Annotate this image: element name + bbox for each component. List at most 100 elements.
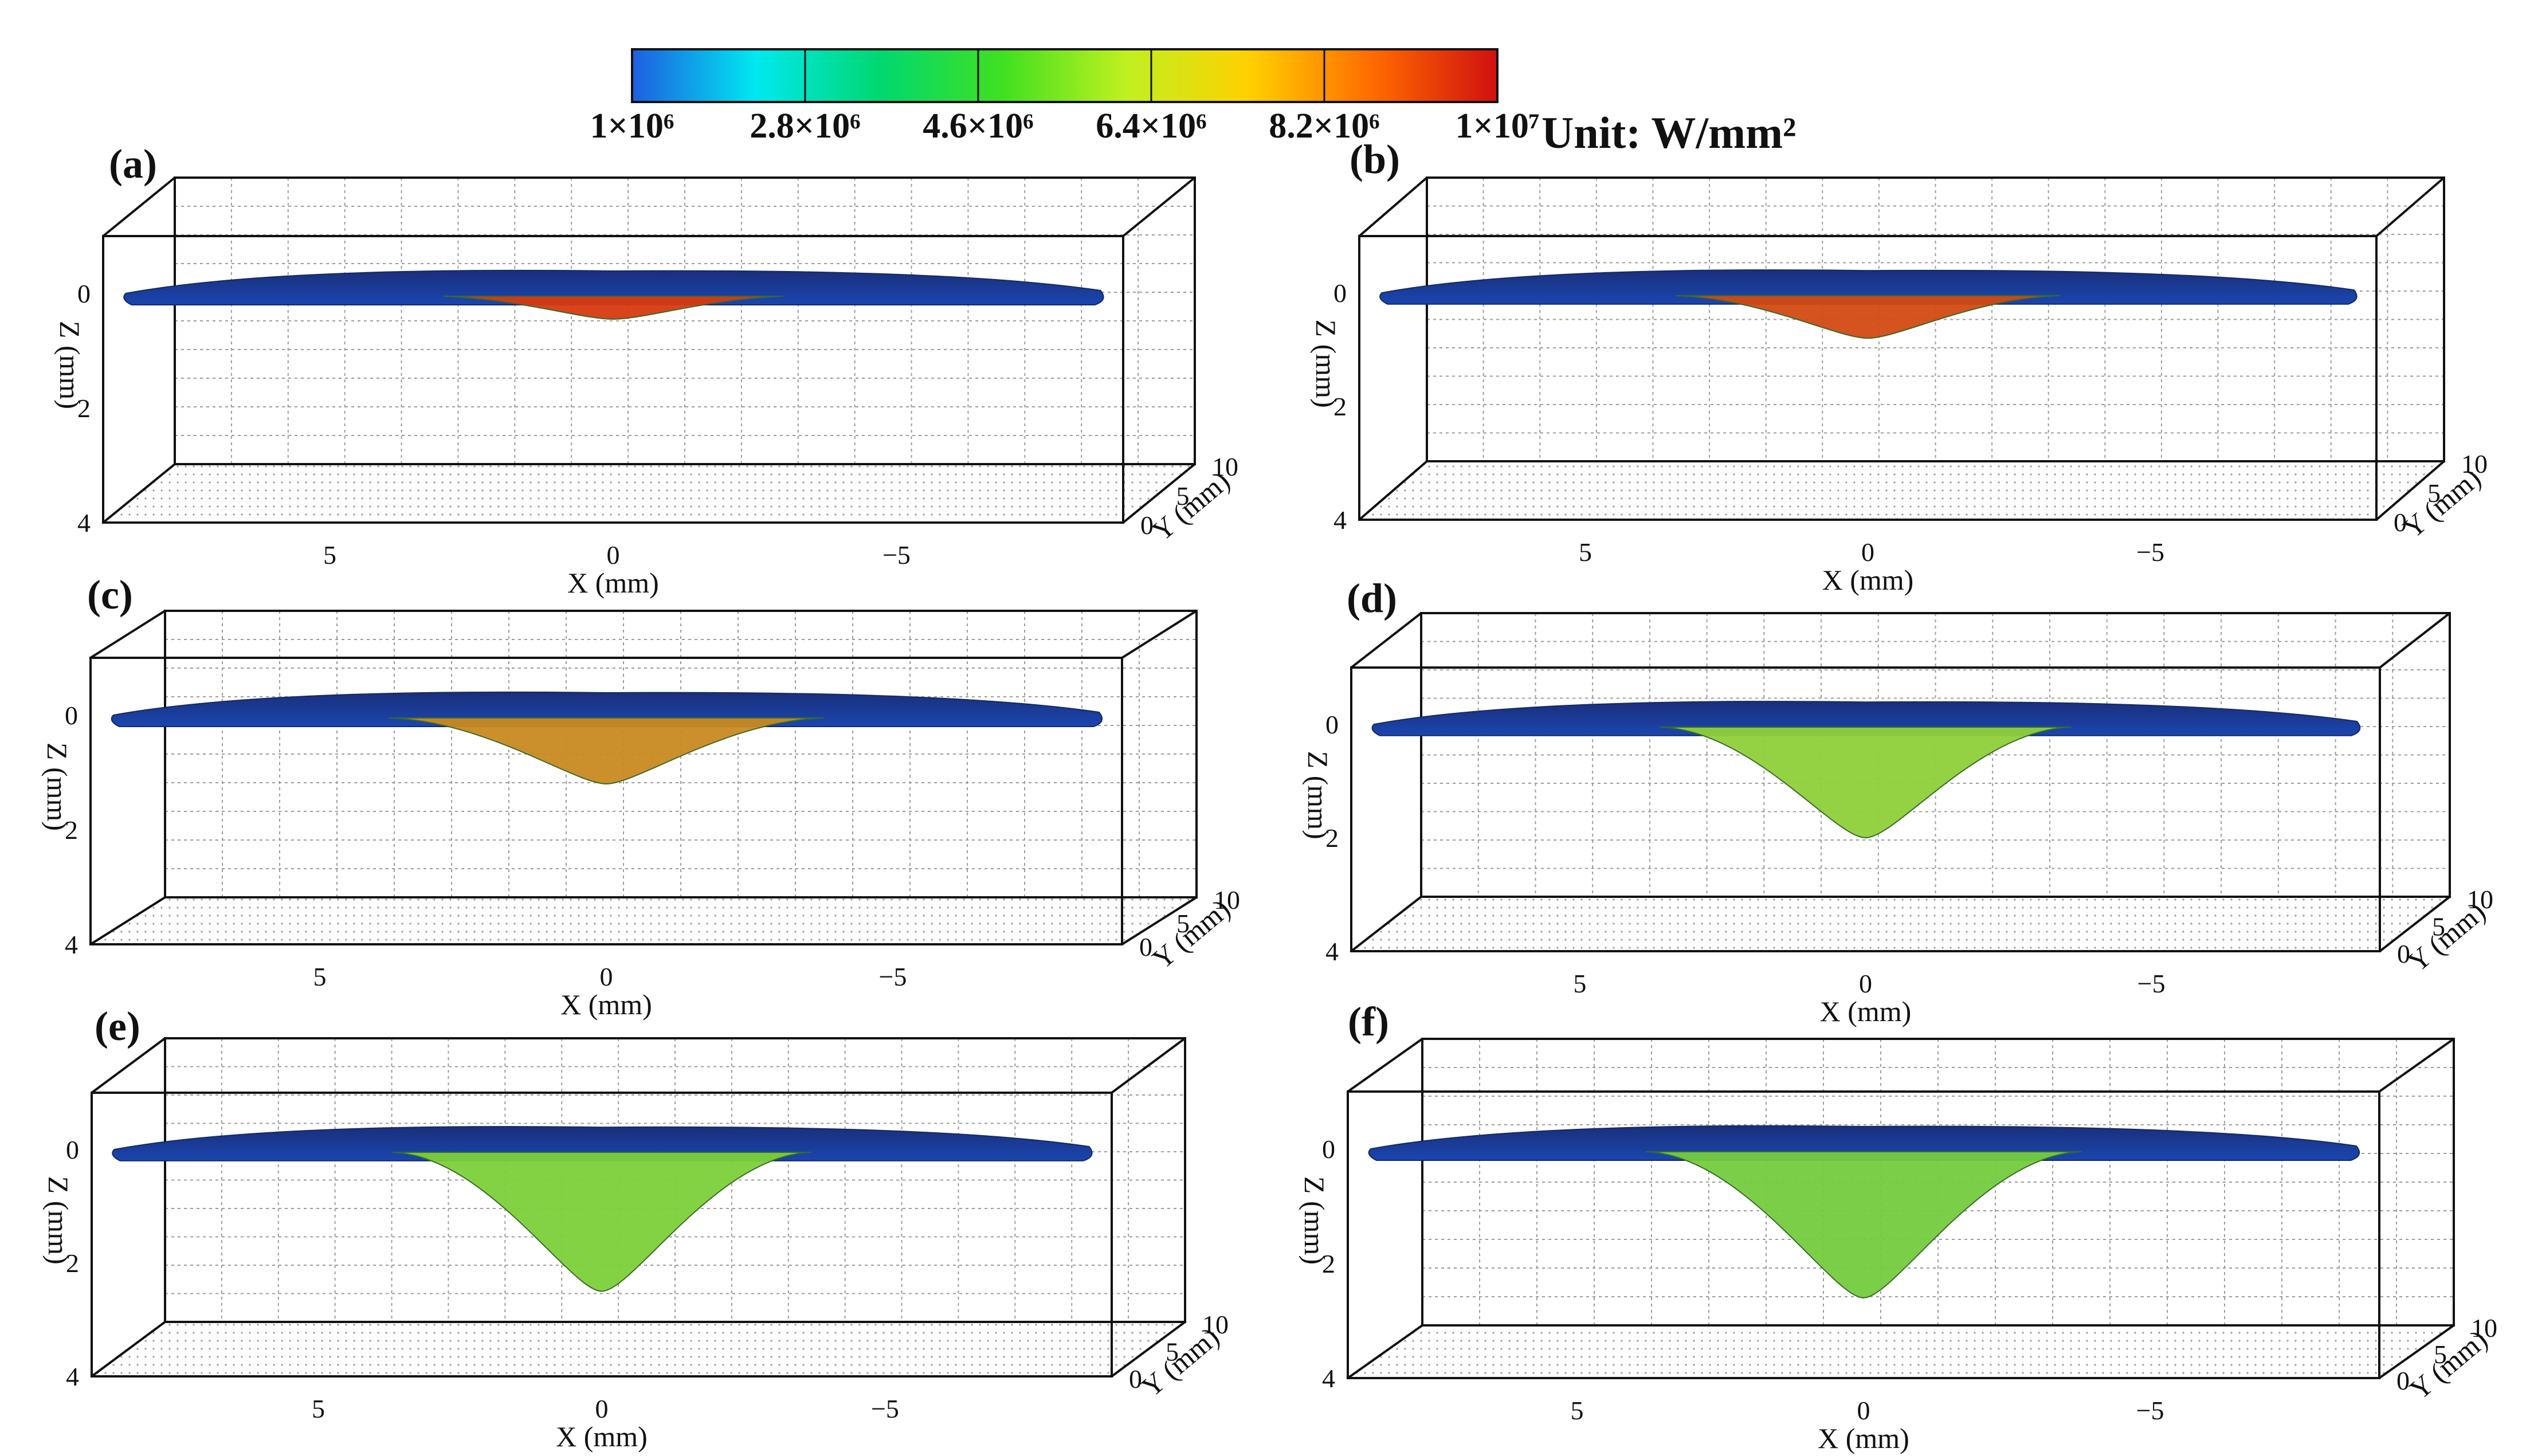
z-tick: 4 [1322, 1364, 1335, 1393]
y-tick: 0 [1139, 932, 1152, 961]
z-axis-title: Z (mm) [54, 321, 86, 409]
y-tick: 0 [1129, 1364, 1142, 1394]
panel-depth-edge [1347, 1038, 1423, 1093]
panel-depth-edge [1121, 896, 1198, 945]
keyhole-melt-pool [392, 1151, 811, 1292]
z-tick: 4 [1325, 937, 1339, 966]
x-tick: 5 [312, 1394, 325, 1423]
panel-label: (e) [95, 1003, 140, 1049]
panel-depth-edge [1111, 1321, 1186, 1377]
y-tick: 10 [2467, 885, 2493, 914]
z-tick: 2 [77, 394, 91, 423]
x-axis-title: X (mm) [556, 1420, 648, 1453]
z-tick: 4 [66, 1362, 79, 1391]
x-axis-title: X (mm) [567, 567, 659, 599]
x-tick: −5 [871, 1394, 899, 1423]
keyhole-melt-pool [443, 296, 783, 320]
x-axis-title: X (mm) [1820, 995, 1912, 1027]
x-axis-title: X (mm) [1818, 1422, 1909, 1454]
panel-label: (a) [109, 141, 157, 187]
z-axis-title: Z (mm) [42, 1176, 74, 1265]
panel-depth-edge [2379, 612, 2451, 669]
colorbar-tick-5: 1×10⁷ [1456, 107, 1540, 146]
panel-frame [102, 176, 1196, 524]
panel-back-edge [1420, 612, 2451, 898]
y-tick: 0 [2397, 939, 2410, 968]
panel-depth-edge [1121, 610, 1198, 659]
keyhole-surface [1368, 1125, 2360, 1161]
keyhole-surface [123, 269, 1104, 305]
panel-frame [1347, 1038, 2455, 1379]
x-tick: 0 [1861, 537, 1874, 567]
y-tick: 0 [1140, 511, 1154, 540]
z-tick: 2 [1322, 1249, 1335, 1278]
z-axis-title: Z (mm) [1302, 751, 1334, 839]
keyhole-surface [1371, 701, 2361, 736]
panel-floor [88, 897, 1199, 945]
panel-label: (c) [87, 572, 133, 618]
keyhole-surface [1379, 269, 2358, 305]
x-tick: 5 [1573, 969, 1586, 998]
panel-floor [1350, 896, 2451, 952]
z-tick: 0 [1322, 1135, 1335, 1164]
panel-back-edge [164, 610, 1198, 898]
z-tick: 0 [66, 1135, 79, 1164]
panel-depth-edge [91, 1321, 166, 1377]
z-tick: 4 [65, 930, 78, 959]
x-tick: 0 [600, 962, 613, 991]
panel-depth-edge [89, 896, 166, 945]
panel-frame [1350, 612, 2451, 952]
panel-front-edge [1347, 1090, 2380, 1379]
panel-label: (b) [1350, 136, 1400, 182]
panel-front-edge [102, 235, 1124, 524]
panel-depth-edge [1358, 460, 1428, 521]
panel-floor [89, 1321, 1187, 1377]
colorbar-tick-3: 6.4×10⁶ [1096, 107, 1206, 146]
colorbar-tick-2: 4.6×10⁶ [923, 107, 1033, 146]
z-tick: 0 [1333, 278, 1347, 308]
x-tick: −5 [879, 962, 907, 991]
z-tick: 0 [65, 701, 78, 730]
keyhole-melt-pool [1660, 726, 2072, 839]
x-tick: 0 [607, 540, 620, 570]
x-tick: 5 [1571, 1396, 1584, 1425]
z-axis-title: Z (mm) [1310, 320, 1342, 408]
panel-frame [1358, 176, 2445, 521]
y-tick: 5 [1176, 909, 1190, 938]
y-tick: 10 [1212, 452, 1238, 481]
y-tick: 5 [2432, 912, 2445, 941]
y-tick: 10 [1214, 885, 1240, 915]
panel-back-edge [1426, 176, 2445, 462]
panel-front-edge [91, 1092, 1113, 1377]
panel-frame [89, 610, 1198, 945]
x-tick: −5 [2136, 1396, 2164, 1425]
keyhole-melt-pool [1676, 295, 2060, 339]
panel-front-edge [1350, 666, 2381, 952]
z-tick: 2 [1333, 392, 1347, 421]
panel-depth-edge [1350, 612, 1422, 669]
panel-floor [1346, 1325, 2456, 1379]
panel-depth-edge [1347, 1324, 1423, 1379]
panel-back-edge [174, 176, 1196, 465]
y-tick: 5 [1166, 1337, 1179, 1367]
y-tick: 10 [1202, 1310, 1229, 1339]
colorbar-tick-1: 2.8×10⁶ [750, 107, 860, 146]
colorbar: 1×10⁶ 2.8×10⁶ 4.6×10⁶ 6.4×10⁶ 8.2×10⁶ 1×… [590, 48, 1796, 158]
x-tick: 0 [1859, 969, 1872, 998]
panel-floor [1358, 461, 2446, 520]
panel-depth-edge [2378, 1324, 2455, 1379]
colorbar-dividers [804, 49, 1325, 102]
y-tick: 5 [1176, 481, 1190, 511]
panel-depth-edge [102, 176, 176, 237]
z-tick: 2 [66, 1249, 79, 1278]
y-tick: 10 [2471, 1313, 2497, 1343]
panel-label: (f) [1348, 999, 1389, 1045]
panel-depth-edge [91, 1037, 166, 1094]
panel-back-edge [164, 1037, 1186, 1323]
panel-floor [101, 464, 1197, 523]
panel-front-edge [89, 657, 1123, 945]
